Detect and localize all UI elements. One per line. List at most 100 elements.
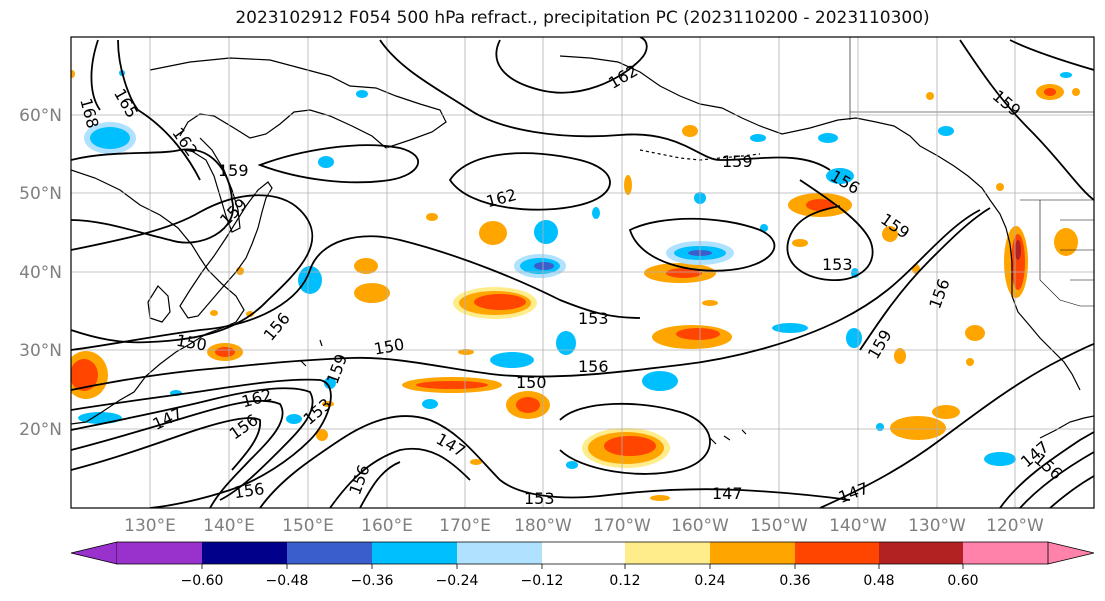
- lon-label: 150°E: [282, 516, 334, 536]
- contour-line: [71, 235, 641, 351]
- contour-label: 153: [822, 255, 853, 274]
- contour-line: [786, 179, 874, 281]
- contour-label: 159: [218, 161, 249, 180]
- colorbar-tick-label: 0.36: [779, 573, 810, 589]
- colorbar-segment: [795, 542, 879, 564]
- lon-label: 140°W: [829, 516, 887, 536]
- lon-label: 160°E: [361, 516, 413, 536]
- lat-label: 50°N: [19, 184, 62, 204]
- negative-anomaly-patch: [514, 254, 566, 278]
- colorbar-tick-label: −0.48: [266, 573, 309, 589]
- positive-anomaly-patch: [644, 263, 716, 283]
- colorbar-segment: [202, 542, 287, 564]
- coast-islands: [299, 339, 747, 445]
- positive-anomaly-patch: [207, 343, 243, 361]
- lon-label: 130°W: [908, 516, 966, 536]
- coast-japan: [179, 181, 273, 319]
- colorbar-tick-label: 0.48: [863, 573, 894, 589]
- positive-anomaly-patch: [652, 325, 732, 349]
- coast-alaska: [559, 55, 1081, 391]
- contour-line: [329, 447, 471, 508]
- negative-anomaly-patch: [534, 220, 558, 244]
- lon-label: 140°E: [203, 516, 255, 536]
- lat-label: 30°N: [19, 341, 62, 361]
- contour-line: [71, 378, 332, 508]
- positive-anomaly-patch: [1036, 84, 1064, 100]
- contour-line: [495, 37, 648, 94]
- coast-siberia: [149, 57, 447, 149]
- lon-label: 150°W: [750, 516, 808, 536]
- borders: [849, 37, 1094, 307]
- coast-mexico: [1039, 415, 1094, 439]
- lon-label: 170°W: [593, 516, 651, 536]
- colorbar: −0.60 −0.48 −0.36 −0.24 −0.12 0.12 0.24 …: [70, 541, 1095, 589]
- contour-line: [628, 217, 776, 272]
- lon-label: 160°W: [671, 516, 729, 536]
- contour-line: [71, 209, 981, 391]
- lon-label: 130°E: [124, 516, 176, 536]
- colorbar-tick-label: −0.24: [436, 573, 479, 589]
- map-title: 2023102912 F054 500 hPa refract., precip…: [235, 8, 930, 28]
- graticule: [71, 37, 1094, 508]
- contour-line: [559, 402, 711, 475]
- colorbar-segment: [625, 542, 710, 564]
- lon-label: 120°W: [986, 516, 1044, 536]
- colorbar-segment: [117, 542, 202, 564]
- positive-anomaly-patch: [402, 377, 502, 393]
- contour-line: [859, 207, 991, 351]
- coast-korea: [147, 285, 171, 323]
- contour-label: 153: [524, 489, 555, 508]
- map-area: [71, 37, 1094, 508]
- contour-label: 156: [233, 479, 266, 502]
- contour-line: [117, 39, 201, 181]
- contour-label: 153: [578, 309, 609, 328]
- colorbar-segment: [963, 542, 1048, 564]
- colorbar-tick-label: −0.12: [521, 573, 564, 589]
- lat-label: 60°N: [19, 106, 62, 126]
- contour-line: [90, 39, 101, 111]
- colorbar-tick-label: 0.24: [694, 573, 725, 589]
- positive-anomaly-patch: [479, 221, 507, 245]
- positive-anomaly-patch: [582, 428, 670, 468]
- contour-line: [71, 387, 314, 501]
- colorbar-segment: [710, 542, 795, 564]
- contour-line: [999, 431, 1094, 508]
- positive-anomaly-patch: [506, 391, 550, 419]
- contour-label: 159: [722, 152, 753, 171]
- colorbar-segment: [457, 542, 542, 564]
- colorbar-tick-label: −0.60: [181, 573, 224, 589]
- longitude-labels: 130°E 140°E 150°E 160°E 170°E 180°W 170°…: [124, 516, 1044, 536]
- colorbar-segment: [879, 542, 963, 564]
- positive-anomaly-patch: [890, 405, 960, 440]
- lon-label: 180°W: [514, 516, 572, 536]
- contour-line: [1049, 475, 1094, 508]
- contour-line: [71, 417, 261, 471]
- map-frame: [70, 36, 1095, 509]
- coast-kamchatka: [189, 137, 241, 233]
- colorbar-extend-low: [70, 541, 118, 565]
- contour-line: [1009, 39, 1094, 71]
- contour-line: [959, 39, 1094, 201]
- colorbar-outline: [117, 541, 1048, 565]
- contour-line: [71, 399, 284, 508]
- contour-line: [379, 39, 831, 171]
- contour-label: 150: [516, 373, 547, 392]
- contour-line: [359, 461, 401, 508]
- positive-anomaly-patch: [71, 70, 1080, 501]
- colorbar-segment: [287, 542, 372, 564]
- coast-asia: [71, 169, 245, 425]
- contour-line: [819, 343, 1094, 508]
- colorbar-tick-label: 0.60: [947, 573, 978, 589]
- lat-label: 20°N: [19, 420, 62, 440]
- lat-label: 40°N: [19, 263, 62, 283]
- positive-anomaly-patch: [354, 258, 390, 303]
- colorbar-tick-label: 0.12: [609, 573, 640, 589]
- colorbar-ticks: [201, 564, 964, 569]
- latitude-labels: 60°N 50°N 40°N 30°N 20°N: [19, 106, 62, 440]
- lon-label: 170°E: [439, 516, 491, 536]
- refractivity-contours: [71, 37, 1094, 508]
- negative-anomaly-patch: [84, 122, 136, 154]
- colorbar-extend-high: [1047, 541, 1095, 565]
- positive-anomaly-patch: [1054, 228, 1078, 256]
